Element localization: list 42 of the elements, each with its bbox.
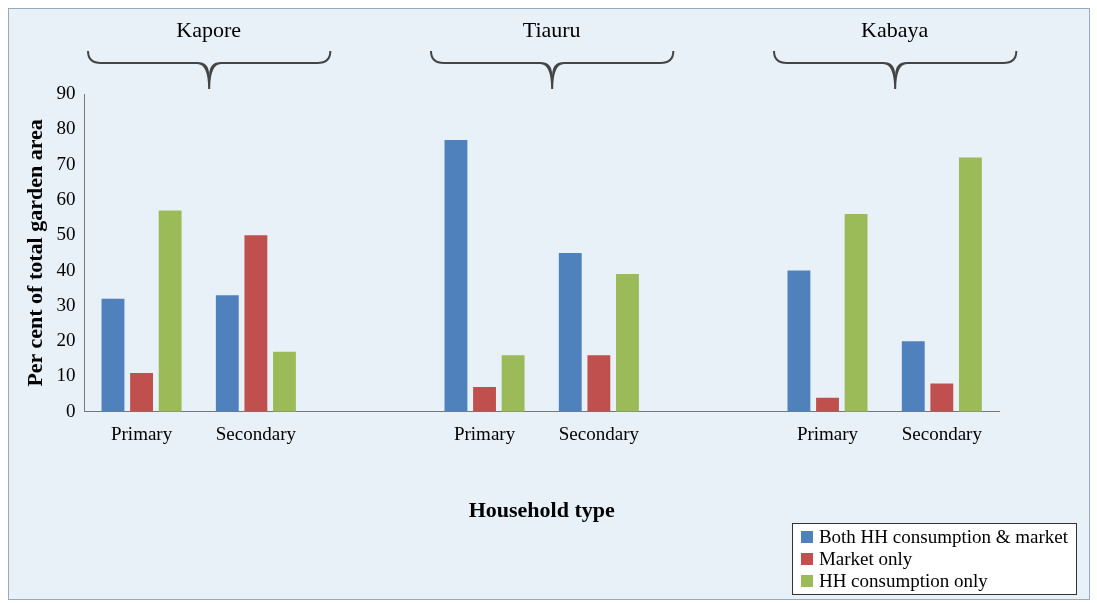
bar — [901, 341, 925, 412]
text: Kabaya — [860, 17, 930, 43]
text: Kapore — [175, 17, 243, 43]
legend-label: Both HH consumption & market — [818, 526, 1068, 548]
bar — [244, 235, 268, 412]
bar — [501, 355, 525, 412]
y-tick-label: 60 — [56, 187, 76, 209]
x-tick-label: Secondary — [901, 423, 983, 445]
y-tick-label: 10 — [56, 364, 76, 386]
bar — [558, 252, 582, 412]
y-tick-label: 80 — [56, 117, 76, 139]
bar — [130, 372, 153, 412]
bar — [616, 274, 639, 412]
y-tick-label: 90 — [56, 81, 76, 103]
bar — [958, 157, 982, 412]
bar — [816, 397, 839, 412]
bar — [787, 270, 811, 412]
x-axis-title: Household type — [468, 497, 615, 523]
bar — [844, 214, 868, 412]
legend-label: HH consumption only — [818, 570, 988, 592]
bar — [273, 351, 296, 412]
bar — [101, 298, 125, 412]
y-axis-title: Per cent of total garden area — [21, 119, 47, 387]
x-tick-label: Primary — [110, 423, 173, 445]
text: Tiauru — [521, 17, 582, 43]
y-tick-label: 50 — [56, 223, 76, 245]
bar — [158, 210, 182, 412]
x-tick-label: Secondary — [215, 423, 297, 445]
x-tick-label: Primary — [796, 423, 859, 445]
x-tick-label: Secondary — [558, 423, 640, 445]
y-tick-label: 0 — [65, 399, 76, 421]
y-tick-label: 70 — [56, 152, 76, 174]
y-tick-label: 40 — [56, 258, 76, 280]
bar — [930, 383, 954, 412]
x-tick-label: Primary — [453, 423, 516, 445]
bar — [473, 387, 496, 412]
bar — [444, 139, 468, 412]
y-tick-label: 20 — [56, 329, 76, 351]
bar — [587, 355, 611, 412]
y-tick-label: 30 — [56, 293, 76, 315]
legend-label: Market only — [818, 548, 913, 570]
bar — [215, 295, 239, 412]
